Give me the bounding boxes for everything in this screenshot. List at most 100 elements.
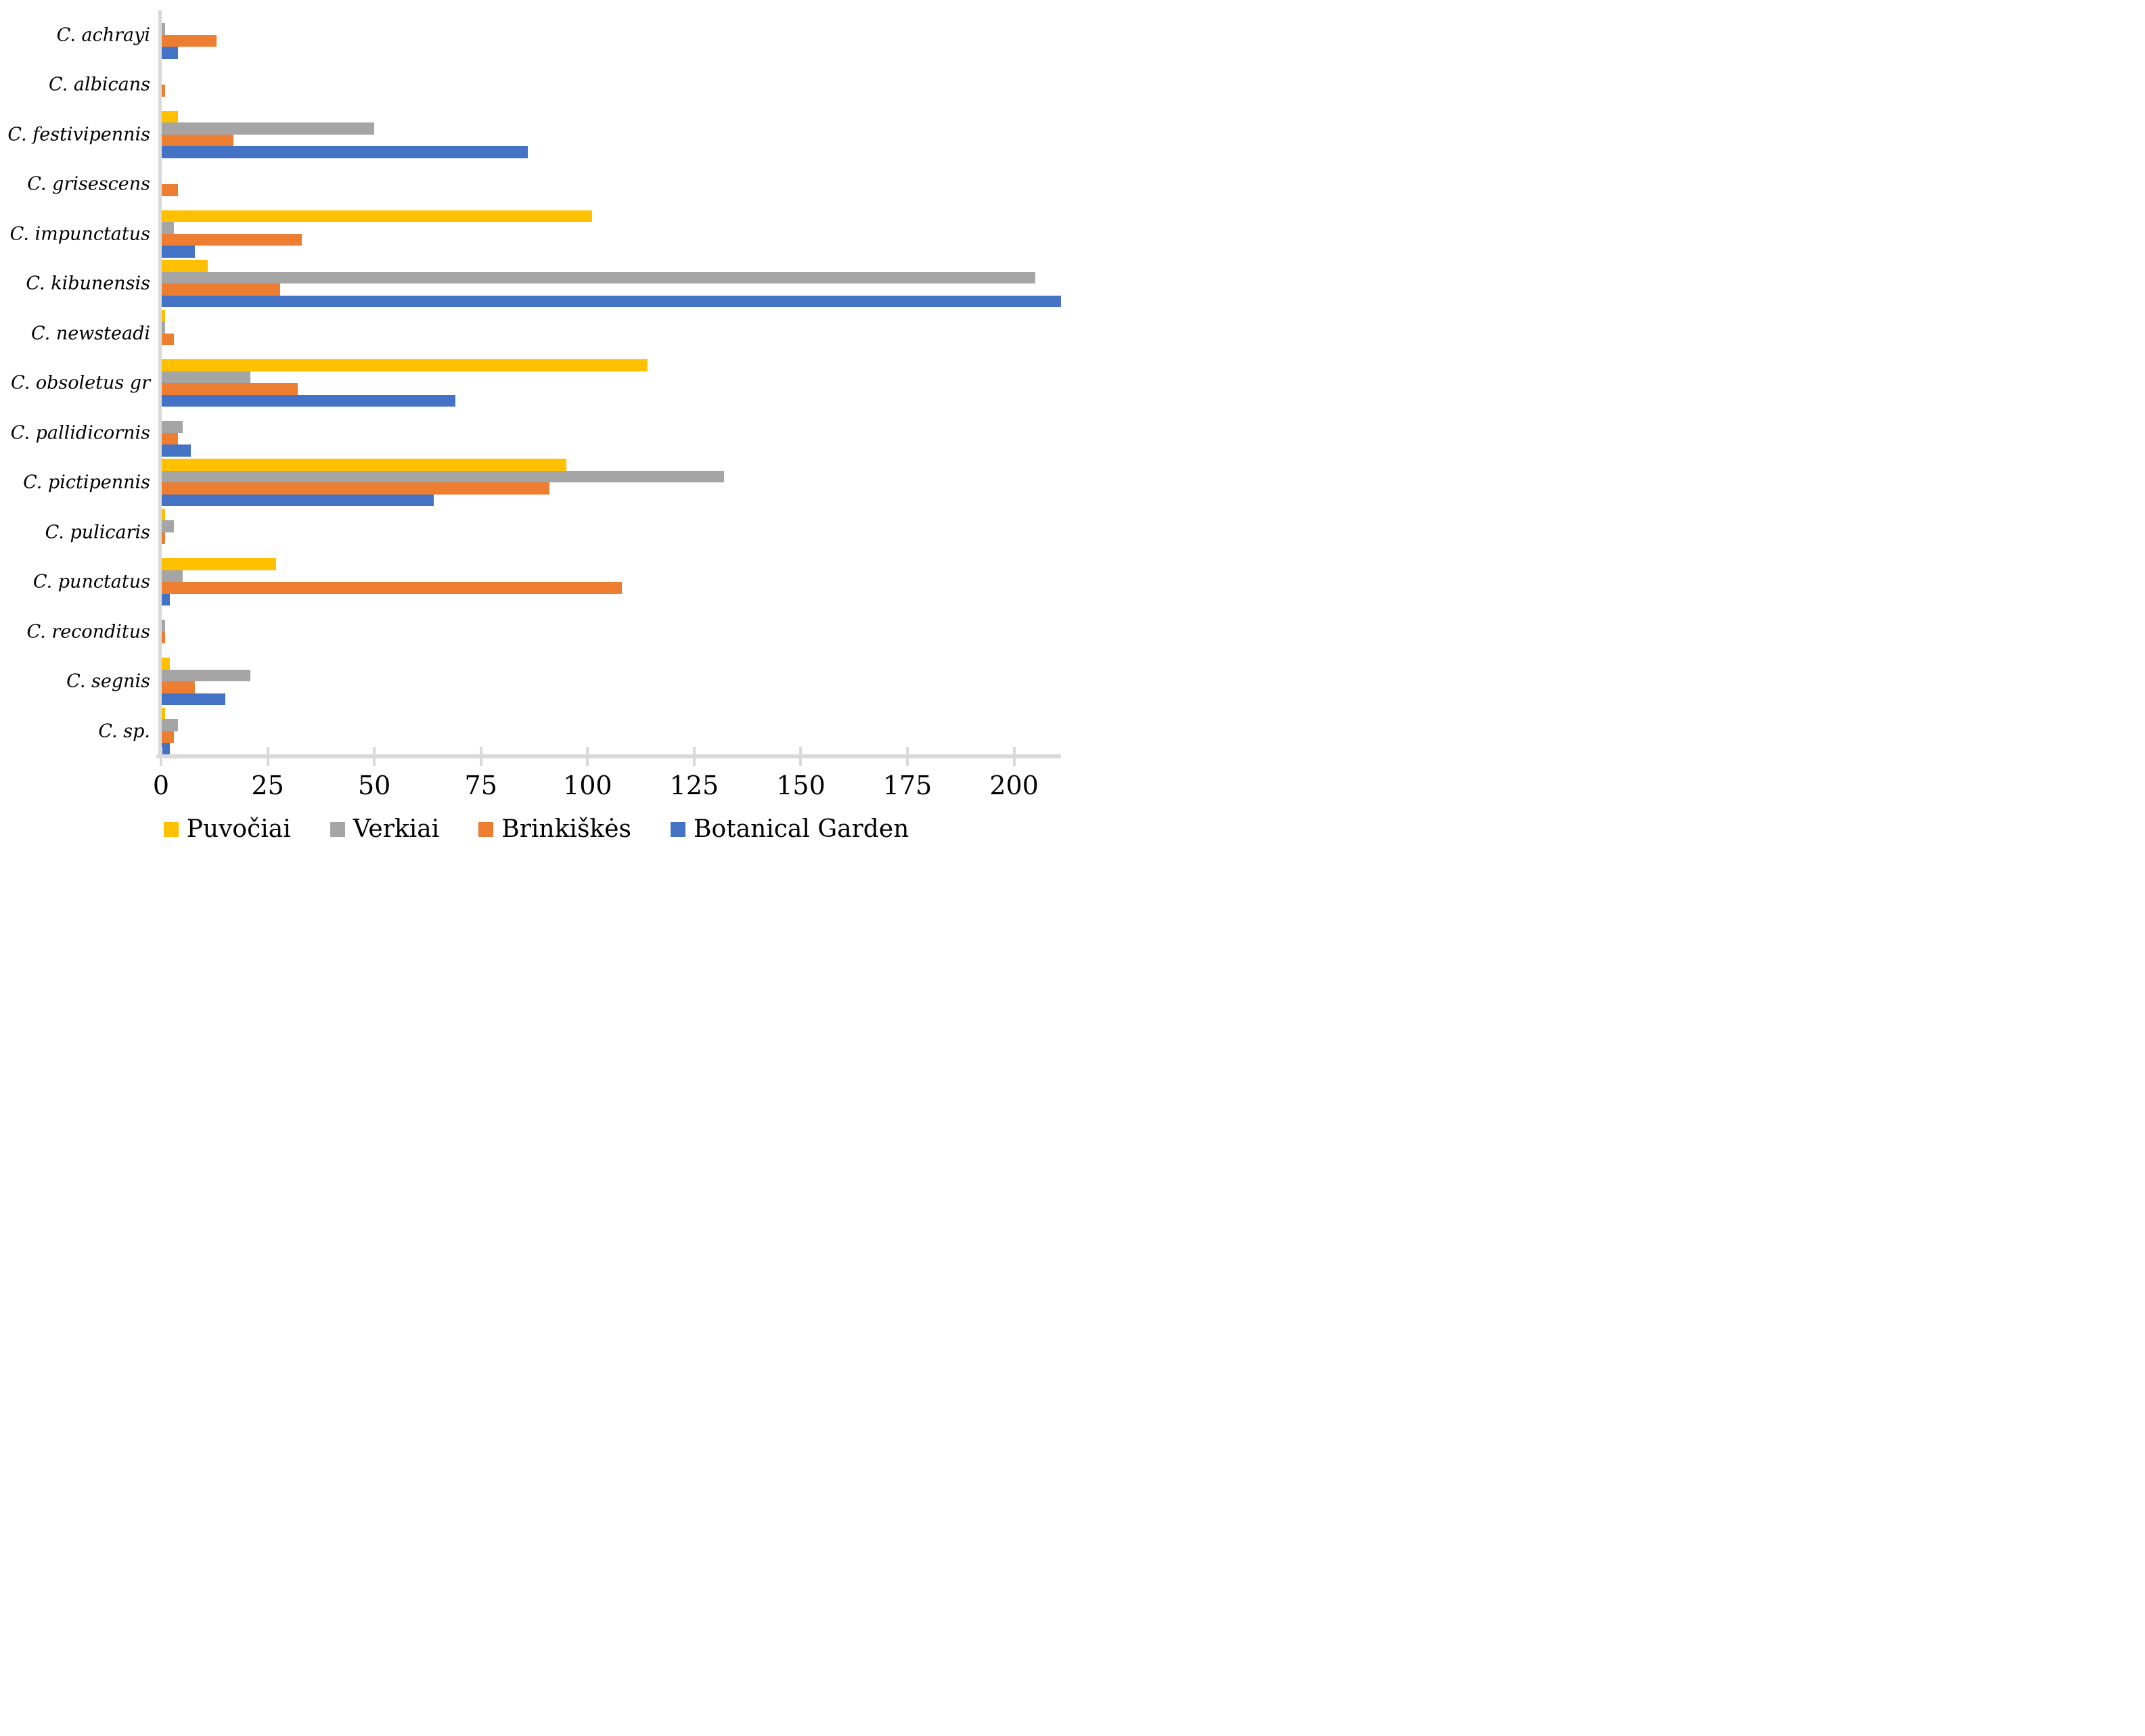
- bar-verkiai: [161, 122, 375, 135]
- bar-group: [161, 160, 1061, 208]
- legend-item-botanical-garden: Botanical Garden: [671, 817, 909, 842]
- legend-swatch-botanical-garden: [671, 822, 686, 837]
- bar-row-c-pictipennis: C. pictipennis: [0, 458, 1072, 508]
- x-tick-mark: [692, 747, 696, 766]
- x-tick-label: 175: [882, 771, 932, 800]
- bar-botanical-garden: [161, 146, 528, 158]
- bar-brinkiskes: [161, 532, 166, 545]
- bar-rows: C. achrayi C. albicans C. festivipennis C. …: [0, 10, 1072, 756]
- bar-row-c-segnis: C. segnis: [0, 657, 1072, 707]
- bar-verkiai: [161, 421, 183, 433]
- bar-brinkiskes: [161, 283, 281, 296]
- x-axis-tick-labels: 0 25 50 75 100 125 150 175 200: [153, 771, 1061, 806]
- bar-puvociai: [161, 210, 592, 223]
- bar-botanical-garden: [161, 494, 434, 507]
- bar-puvociai: [161, 260, 208, 272]
- x-tick-label: 125: [669, 771, 719, 800]
- category-label: C. festivipennis: [7, 124, 150, 145]
- bar-row-c-reconditus: C. reconditus: [0, 607, 1072, 657]
- category-label: C. kibunensis: [26, 273, 150, 294]
- bar-group: [161, 359, 1061, 407]
- x-tick-label: 25: [251, 771, 284, 800]
- category-label: C. achrayi: [56, 24, 150, 46]
- bar-row-c-impunctatus: C. impunctatus: [0, 209, 1072, 259]
- bar-brinkiskes: [161, 432, 179, 445]
- bar-puvociai: [161, 658, 170, 670]
- category-label: C. pallidicornis: [10, 422, 150, 444]
- legend-label-brinkiskes: Brinkiškės: [501, 815, 632, 843]
- bar-brinkiskes: [161, 681, 196, 693]
- bar-botanical-garden: [161, 693, 225, 706]
- bar-verkiai: [161, 321, 166, 334]
- category-label: C. segnis: [66, 670, 150, 692]
- bar-row-c-pulicaris: C. pulicaris: [0, 507, 1072, 557]
- category-label: C. obsoletus gr: [11, 372, 150, 394]
- bar-group: [161, 409, 1061, 457]
- bar-botanical-garden: [161, 246, 196, 258]
- bar-botanical-garden: [161, 743, 170, 755]
- bar-puvociai: [161, 309, 166, 322]
- bar-verkiai: [161, 222, 174, 234]
- bar-brinkiskes: [161, 383, 298, 395]
- x-tick-mark: [266, 747, 269, 766]
- bar-group: [161, 12, 1061, 59]
- bar-row-c-grisescens: C. grisescens: [0, 160, 1072, 210]
- bar-verkiai: [161, 23, 166, 35]
- bar-verkiai: [161, 271, 1036, 284]
- x-tick-label: 0: [152, 771, 170, 800]
- bar-group: [161, 459, 1061, 507]
- bar-botanical-garden: [161, 47, 179, 59]
- bar-row-c-sp: C. sp.: [0, 706, 1072, 756]
- bar-verkiai: [161, 520, 174, 532]
- category-label: C. pictipennis: [23, 472, 150, 493]
- x-tick-mark: [1012, 747, 1016, 766]
- x-tick-mark: [160, 747, 162, 766]
- bar-puvociai: [161, 508, 166, 521]
- legend-label-puvociai: Puvočiai: [186, 815, 291, 843]
- x-tick-mark: [373, 747, 376, 766]
- bar-verkiai: [161, 669, 251, 682]
- bar-botanical-garden: [161, 295, 1061, 308]
- category-label: C. grisescens: [27, 173, 150, 195]
- bar-brinkiskes: [161, 482, 549, 495]
- bar-row-c-festivipennis: C. festivipennis: [0, 110, 1072, 160]
- bar-row-c-kibunensis: C. kibunensis: [0, 259, 1072, 309]
- x-axis-line: [156, 754, 1061, 758]
- bar-verkiai: [161, 371, 251, 384]
- x-tick-mark: [586, 747, 589, 766]
- bar-botanical-garden: [161, 593, 170, 606]
- bar-row-c-pallidicornis: C. pallidicornis: [0, 408, 1072, 458]
- bar-row-c-punctatus: C. punctatus: [0, 557, 1072, 608]
- category-label: C. albicans: [49, 74, 150, 95]
- bar-row-c-achrayi: C. achrayi: [0, 10, 1072, 60]
- bar-puvociai: [161, 110, 179, 123]
- bar-brinkiskes: [161, 731, 174, 744]
- bar-brinkiskes: [161, 631, 166, 644]
- bar-brinkiskes: [161, 333, 174, 346]
- bar-puvociai: [161, 459, 566, 471]
- bar-botanical-garden: [161, 394, 455, 407]
- x-tick-mark: [799, 747, 803, 766]
- bar-group: [161, 260, 1061, 308]
- bar-puvociai: [161, 558, 277, 570]
- bar-verkiai: [161, 570, 183, 583]
- bar-group: [161, 309, 1061, 357]
- bar-group: [161, 210, 1061, 258]
- x-tick-label: 100: [563, 771, 612, 800]
- bar-group: [161, 707, 1061, 755]
- y-axis-line: [158, 10, 162, 756]
- bar-group: [161, 508, 1061, 556]
- category-label: C. pulicaris: [45, 522, 150, 543]
- bar-verkiai: [161, 719, 179, 731]
- legend-item-verkiai: Verkiai: [330, 817, 439, 842]
- bar-group: [161, 61, 1061, 108]
- bar-brinkiskes: [161, 85, 166, 97]
- bar-brinkiskes: [161, 134, 234, 147]
- category-label: C. newsteadi: [30, 323, 150, 344]
- legend-swatch-verkiai: [330, 822, 345, 837]
- bar-botanical-garden: [161, 444, 191, 457]
- x-tick-label: 50: [357, 771, 391, 800]
- bar-row-c-albicans: C. albicans: [0, 60, 1072, 110]
- bar-group: [161, 608, 1061, 656]
- bar-brinkiskes: [161, 582, 622, 594]
